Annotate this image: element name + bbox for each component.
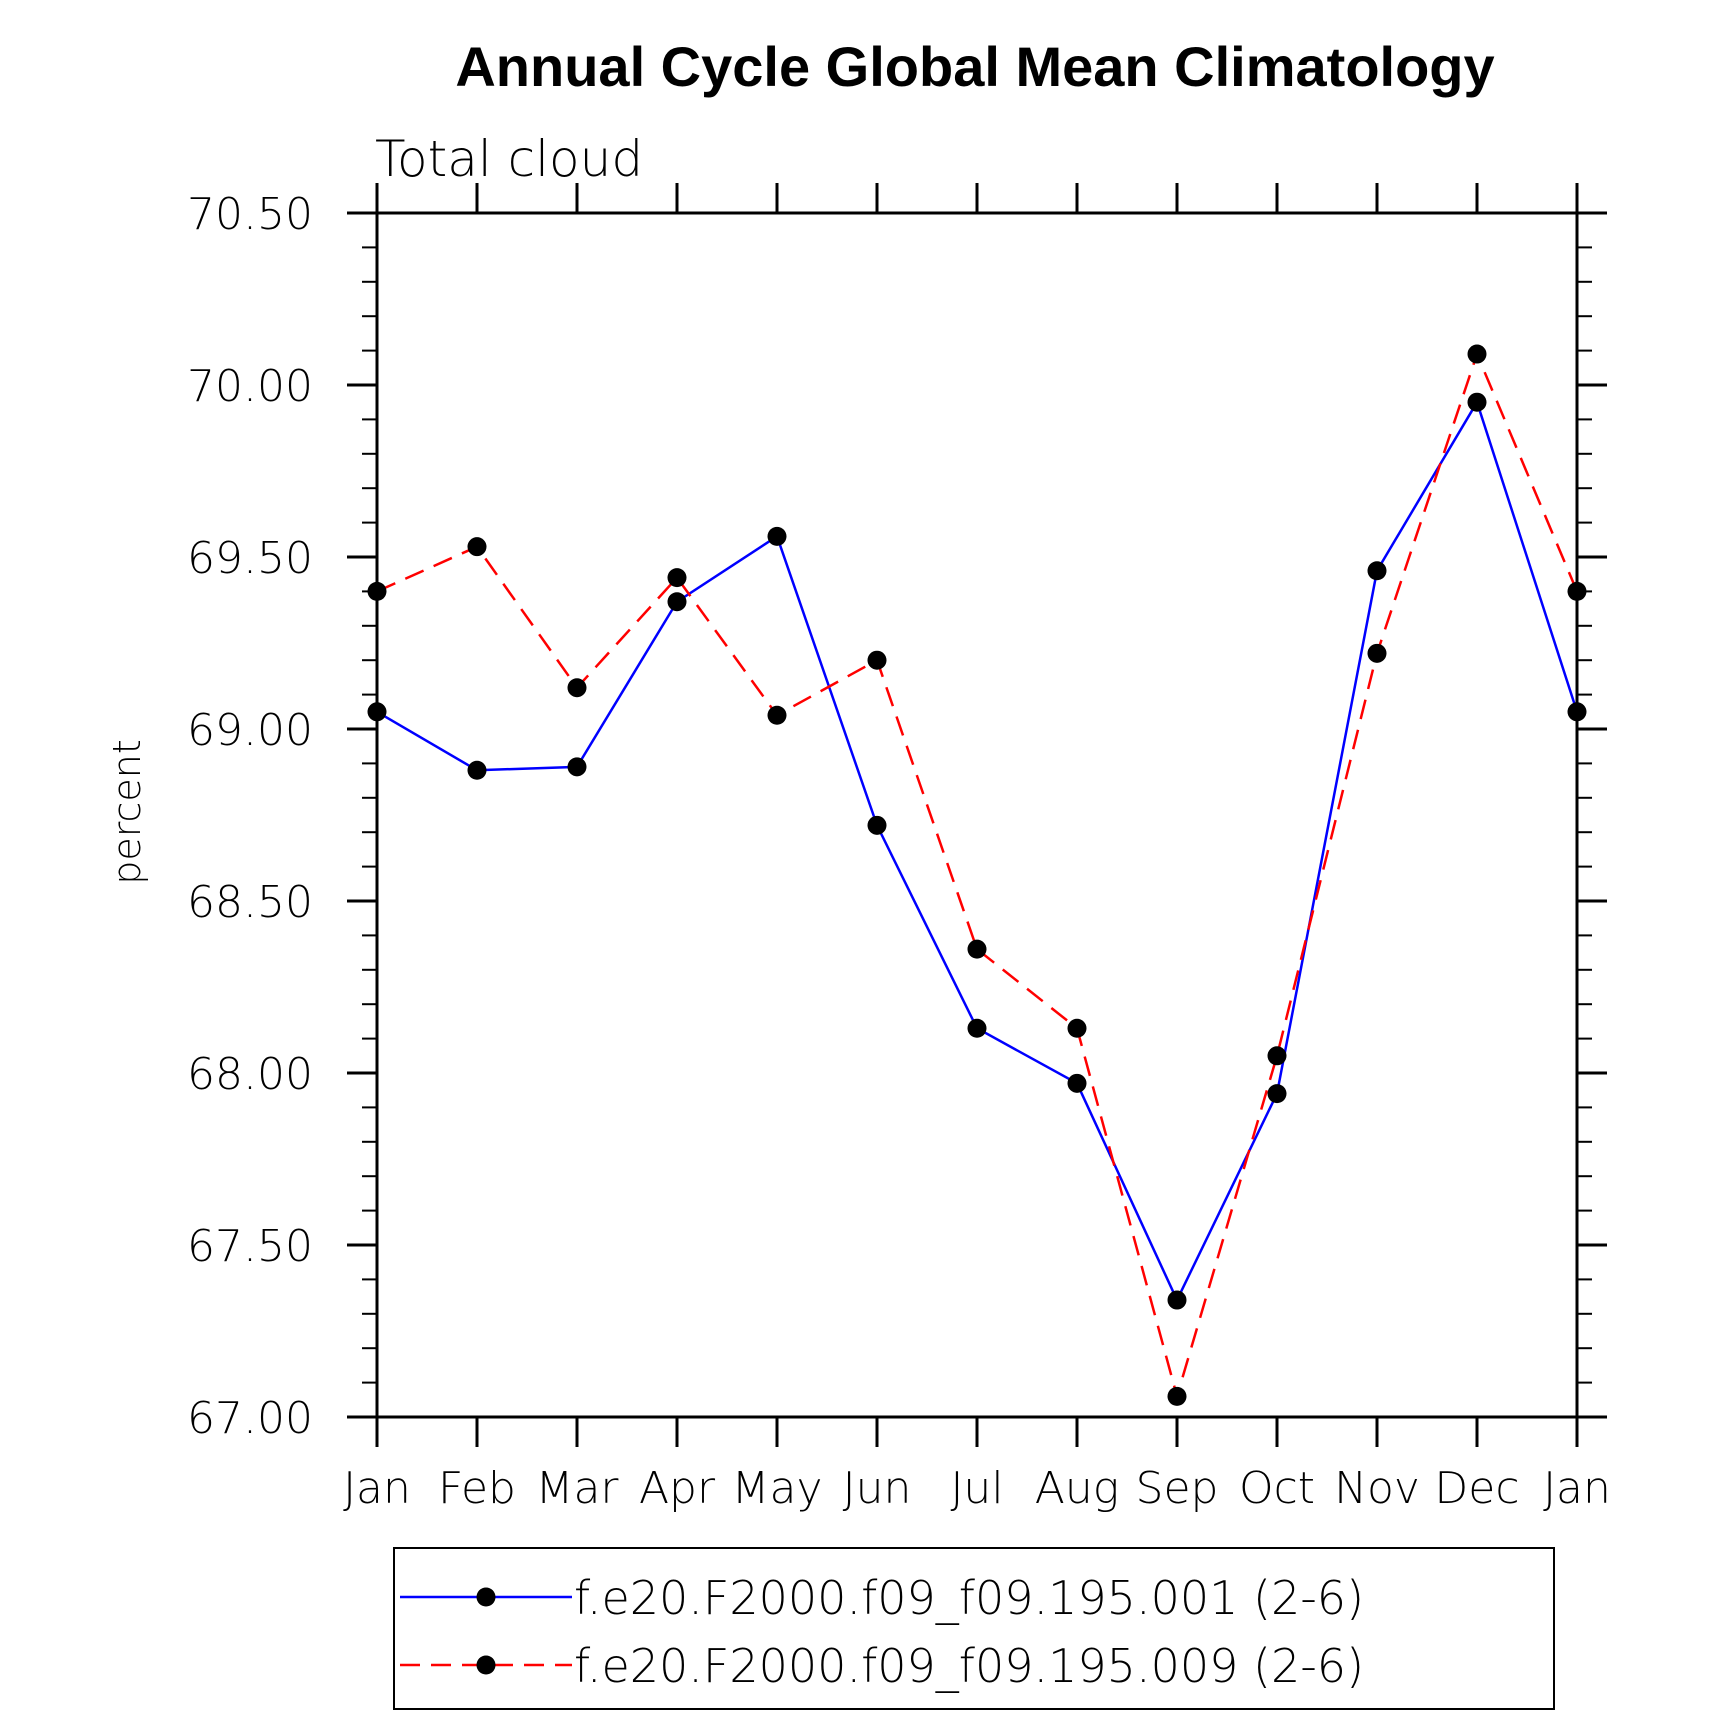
series-2-point — [1167, 1386, 1187, 1406]
series-2-point — [1567, 581, 1587, 601]
series-2-point — [967, 939, 987, 959]
series-1-point — [767, 526, 787, 546]
series-line-1 — [376, 399, 1579, 1303]
x-tick-label: Dec — [1434, 1463, 1519, 1514]
legend-marker-1 — [476, 1587, 496, 1607]
series-1-point — [867, 815, 887, 835]
series-1-point — [967, 1018, 987, 1038]
y-tick-label: 67.00 — [187, 1393, 313, 1444]
x-tick-label: Jun — [843, 1463, 912, 1514]
legend-label-2: f.e20.F2000.f09_f09.195.009 (2-6) — [574, 1639, 1364, 1693]
chart-subtitle: Total cloud — [375, 130, 643, 188]
series-2-point — [1467, 344, 1487, 364]
series-1-point — [1067, 1073, 1087, 1093]
series-1-point — [1367, 561, 1387, 581]
x-tick-label: Jan — [1543, 1463, 1611, 1514]
legend-box — [393, 1547, 1555, 1710]
x-tick-label: Nov — [1334, 1463, 1420, 1514]
series-1-point — [1567, 702, 1587, 722]
y-tick-label: 70.50 — [187, 189, 313, 240]
series-1-point — [667, 592, 687, 612]
x-tick-label: Feb — [438, 1463, 516, 1514]
x-tick-label: Sep — [1136, 1463, 1219, 1514]
series-2-point — [1067, 1018, 1087, 1038]
x-tick-label: Jan — [343, 1463, 411, 1514]
plot-frame — [375, 211, 1579, 1419]
legend-marker-2 — [476, 1655, 496, 1675]
legend: f.e20.F2000.f09_f09.195.001 (2-6) f.e20.F… — [393, 1547, 1555, 1710]
legend-label-1: f.e20.F2000.f09_f09.195.001 (2-6) — [574, 1571, 1364, 1625]
x-tick-label: Jul — [950, 1463, 1003, 1514]
series-1-point — [1267, 1084, 1287, 1104]
series-2-point — [667, 568, 687, 588]
chart-title: Annual Cycle Global Mean Climatology — [455, 35, 1494, 98]
y-tick-label: 67.50 — [187, 1221, 313, 1272]
series-2-point — [567, 678, 587, 698]
y-tick-label: 70.00 — [187, 361, 313, 412]
x-tick-label: Mar — [535, 1463, 619, 1514]
y-axis-label: percent — [105, 739, 149, 885]
series-2-point — [867, 650, 887, 670]
series-2-point — [767, 705, 787, 725]
plot-area: Jan Feb Mar Apr May Jun Jul Aug Sep Oct Nov Dec Jan 6… — [187, 183, 1611, 1514]
x-tick-label: May — [732, 1463, 823, 1514]
x-tick-label: Apr — [639, 1463, 716, 1514]
y-tick-label: 68.50 — [187, 877, 313, 928]
series-1-point — [467, 760, 487, 780]
series-2-point — [367, 581, 387, 601]
series-1-point — [1167, 1290, 1187, 1310]
series-1-point — [1467, 392, 1487, 412]
series-1-point — [367, 702, 387, 722]
series-2-point — [1367, 643, 1387, 663]
y-tick-label: 69.00 — [187, 705, 313, 756]
x-tick-label: Oct — [1239, 1463, 1315, 1514]
x-tick-label: Aug — [1035, 1463, 1119, 1514]
series-2-point — [467, 537, 487, 557]
series-line-2 — [376, 350, 1579, 1401]
series-2-point — [1267, 1046, 1287, 1066]
y-tick-label: 68.00 — [187, 1049, 313, 1100]
series-1-point — [567, 757, 587, 777]
y-tick-label: 69.50 — [187, 533, 313, 584]
